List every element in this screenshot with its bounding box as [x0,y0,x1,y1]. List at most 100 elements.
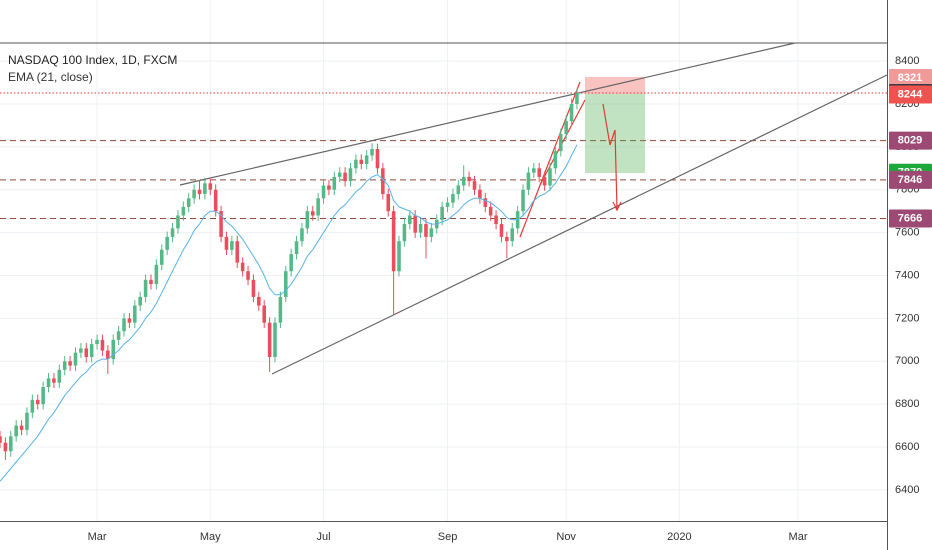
candle-body [219,211,223,237]
candle-body [294,241,299,255]
candle-body [100,339,105,351]
candle-body [273,322,277,357]
y-tick-label: 6600 [895,441,919,453]
candle-body [284,271,288,297]
candle-body [510,228,515,242]
candle-body [359,159,364,165]
candle-body [213,189,218,212]
candles [0,88,579,482]
x-tick-label: 2020 [667,531,691,543]
y-tick-label: 7400 [895,269,919,281]
grid [0,0,887,521]
candle-body [14,425,18,437]
x-tick-label: Jul [316,531,330,543]
candle-body [494,215,498,225]
candle-body [451,194,455,203]
candle-body [111,339,116,360]
candle-body [445,202,450,207]
price-label: 8321 [898,72,922,84]
candle-body [397,241,401,272]
candle-body [348,168,353,182]
candle-body [316,198,320,216]
candle-body [79,348,83,353]
candle-body [558,134,563,152]
candle-body [19,425,24,430]
candle-body [235,241,240,263]
candle-body [402,224,407,242]
candle-body [192,189,196,199]
x-tick-label: Sep [438,531,458,543]
y-tick-label: 7000 [895,355,919,367]
y-tick-label: 8400 [895,55,919,67]
candle-body [537,168,541,177]
price-label: 7846 [898,174,922,186]
candle-body [532,168,536,173]
candle-body [381,168,385,195]
candle-body [159,249,164,265]
candle-body [230,241,234,250]
candle-body [505,236,509,242]
candle-body [267,322,272,357]
candle-body [418,224,423,233]
candle-body [197,189,202,195]
candle-body [122,318,126,332]
price-label-box [889,69,932,88]
candle-body [41,386,45,405]
candle-body [354,159,358,169]
candle-body [73,352,78,366]
candle-body [548,168,552,186]
candle-body [483,198,488,207]
candle-body [84,348,89,357]
candle-body [35,399,40,405]
candle-body [262,305,266,323]
candle-body [95,339,99,345]
candle-body [300,228,304,242]
candle-body [305,211,310,229]
candle-body [68,361,72,366]
candle-body [165,236,169,250]
candle-body [542,176,547,186]
price-label-box [889,170,932,189]
y-tick-label: 7200 [895,312,919,324]
candle-body [575,93,579,104]
candle-body [138,296,142,306]
y-tick-label: 6800 [895,398,919,410]
candle-body [186,198,191,207]
candle-body [337,172,342,177]
candle-body [408,215,412,225]
candle-body [203,183,207,195]
candle-body [154,264,159,285]
price-label: 8029 [898,135,922,147]
candle-body [564,121,568,135]
candle-body [413,215,417,233]
candle-body [251,279,256,297]
candle-body [116,331,121,340]
chart-title: NASDAQ 100 Index, 1D, FXCM [8,53,177,67]
candle-body [386,194,391,212]
candle-body [391,211,396,272]
candle-body [176,215,180,229]
candle-body [208,183,213,190]
candle-body [472,181,477,190]
candle-body [89,344,94,357]
candle-body [133,305,137,323]
candle-body [257,296,261,306]
candle-body [3,442,8,452]
lower-trendline [271,74,888,375]
x-tick-label: May [200,531,221,543]
candle-body [424,224,428,237]
candle-body [143,279,148,297]
candle-body [310,211,315,216]
drawings [0,42,888,375]
price-label: 7666 [898,212,922,224]
candle-body [467,176,471,182]
candle-body [240,262,245,272]
candle-body [375,149,380,169]
candle-body [30,399,35,413]
x-tick-label: Nov [556,531,576,543]
candle-body [278,296,283,323]
candle-body [289,254,293,272]
